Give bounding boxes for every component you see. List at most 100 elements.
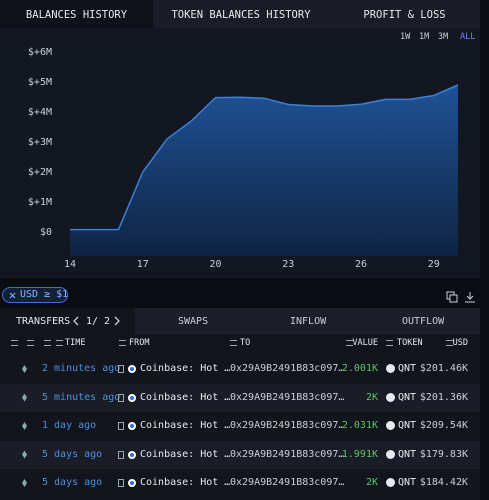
download-icon[interactable]	[464, 291, 476, 303]
entity-icon	[128, 422, 136, 430]
next-page[interactable]	[113, 316, 121, 326]
column-header[interactable]: TIME	[65, 338, 86, 348]
table-row[interactable]: 1 day ago Coinbase: Hot … 0x29A9B2491B83c0…	[0, 412, 480, 441]
time[interactable]: 5 days ago	[42, 448, 103, 460]
token-icon	[386, 449, 395, 459]
usd: $201.36K	[419, 391, 468, 403]
value: 1.991K	[341, 448, 378, 460]
column-header[interactable]: TO	[240, 338, 251, 348]
close-icon[interactable]	[9, 292, 16, 299]
x-tick-label: 20	[209, 259, 221, 270]
chain-icon	[22, 450, 27, 459]
filter-chip-label: USD ≥ $1	[20, 289, 69, 300]
range-button[interactable]: ALL	[460, 32, 476, 42]
page-indicator: 1/ 2	[86, 316, 111, 327]
entity-icon	[128, 479, 136, 487]
entity-icon	[128, 393, 136, 402]
table-row[interactable]: 5 minutes ago Coinbase: Hot … 0x29A9B2491B…	[0, 383, 480, 412]
y-tick-label: $+5M	[28, 77, 52, 88]
copy-icon[interactable]	[446, 291, 458, 303]
token-icon	[386, 478, 395, 487]
header-icon[interactable]	[44, 340, 51, 346]
entity-icon	[128, 450, 136, 459]
x-tick-label: 23	[282, 259, 294, 270]
column-header[interactable]: USD	[452, 338, 468, 348]
x-tick-label: 17	[137, 259, 149, 270]
y-tick-label: $+4M	[28, 107, 52, 118]
doc-icon	[118, 479, 124, 487]
y-tick-label: $+2M	[28, 167, 52, 178]
prev-page[interactable]	[72, 316, 80, 326]
from[interactable]: Coinbase: Hot …	[140, 363, 231, 374]
tab[interactable]: BALANCES HISTORY	[0, 0, 153, 28]
doc-icon	[118, 393, 124, 402]
to[interactable]: 0x29A9B2491B83c097…	[230, 448, 345, 460]
token-icon	[386, 421, 395, 430]
to[interactable]: 0x29A9B2491B83c097…	[230, 420, 345, 431]
range-button[interactable]: 1W	[400, 32, 411, 42]
from[interactable]: Coinbase: Hot …	[140, 448, 231, 460]
column-header[interactable]: FROM	[129, 338, 150, 348]
range-button[interactable]: 3M	[438, 32, 449, 42]
time[interactable]: 5 days ago	[42, 477, 103, 488]
usd: $184.42K	[419, 477, 468, 488]
chain-icon	[22, 365, 27, 373]
y-tick-label: $+3M	[28, 137, 52, 148]
header-icon[interactable]	[386, 340, 393, 346]
transfers-tab[interactable]: INFLOW	[290, 316, 327, 327]
column-header[interactable]: TOKEN	[397, 338, 423, 348]
value: 2.001K	[341, 363, 378, 374]
token[interactable]: QNT	[398, 477, 417, 488]
chain-icon	[22, 479, 27, 487]
doc-icon	[118, 365, 124, 373]
time[interactable]: 5 minutes ago	[42, 391, 121, 403]
time[interactable]: 1 day ago	[42, 420, 97, 431]
usd: $201.46K	[419, 363, 468, 374]
from[interactable]: Coinbase: Hot …	[140, 477, 231, 488]
usd: $179.83K	[419, 448, 468, 460]
range-button[interactable]: 1M	[419, 32, 430, 42]
area-line	[70, 84, 459, 231]
table-row[interactable]: 5 days ago Coinbase: Hot … 0x29A9B2491B83c…	[0, 440, 480, 469]
column-header[interactable]: VALUE	[352, 338, 378, 348]
table-row[interactable]: 5 days ago Coinbase: Hot … 0x29A9B2491B83c…	[0, 469, 480, 498]
header-icon[interactable]	[119, 340, 126, 346]
from[interactable]: Coinbase: Hot …	[140, 391, 231, 403]
value: 2K	[365, 477, 378, 488]
header-icon[interactable]	[11, 340, 18, 346]
transfers-tab[interactable]: SWAPS	[178, 316, 209, 327]
to[interactable]: 0x29A9B2491B83c097…	[230, 391, 345, 403]
header-icon[interactable]	[446, 340, 453, 346]
y-tick-label: $+6M	[28, 47, 52, 58]
from[interactable]: Coinbase: Hot …	[140, 420, 231, 431]
token-icon	[386, 364, 395, 373]
token[interactable]: QNT	[398, 448, 417, 460]
x-tick-label: 14	[64, 259, 76, 270]
transfers-tab[interactable]: TRANSFERS	[16, 316, 71, 327]
header-icon[interactable]	[56, 340, 63, 346]
usd: $209.54K	[419, 420, 468, 431]
header-icon[interactable]	[346, 340, 353, 346]
tab[interactable]: TOKEN BALANCES HISTORY	[171, 9, 311, 21]
time[interactable]: 2 minutes ago	[42, 363, 121, 374]
to[interactable]: 0x29A9B2491B83c097…	[230, 363, 345, 374]
token[interactable]: QNT	[398, 391, 417, 403]
token[interactable]: QNT	[398, 363, 417, 374]
value: 2.031K	[341, 420, 378, 431]
chain-icon	[22, 422, 27, 430]
chart: $0 $+1M $+2M $+3M $+4M $+5M $+6M 14 17 20 23 26 29	[28, 47, 459, 270]
tab[interactable]: PROFIT & LOSS	[363, 9, 446, 21]
chain-icon	[22, 393, 27, 402]
to[interactable]: 0x29A9B2491B83c097…	[230, 477, 345, 488]
header-icon[interactable]	[27, 340, 34, 346]
transfers-tab-bar	[135, 308, 480, 334]
header-icon[interactable]	[230, 340, 237, 346]
doc-icon	[118, 450, 124, 459]
filter-chip[interactable]: USD ≥ $1	[2, 287, 68, 303]
token[interactable]: QNT	[398, 420, 417, 431]
entity-icon	[128, 365, 136, 373]
table-row[interactable]: 2 minutes ago Coinbase: Hot … 0x29A9B2491B…	[0, 355, 480, 384]
transfers-tab[interactable]: OUTFLOW	[402, 316, 445, 327]
y-tick-label: $0	[40, 227, 52, 238]
